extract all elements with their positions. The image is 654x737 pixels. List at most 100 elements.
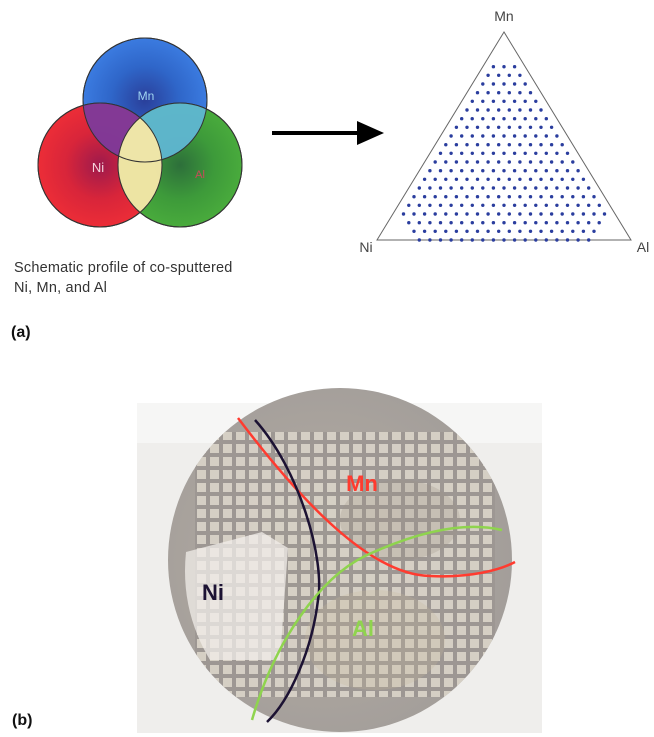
ternary-point bbox=[539, 177, 543, 181]
right-arrow-icon bbox=[272, 121, 384, 145]
ternary-point bbox=[481, 82, 485, 86]
ternary-point bbox=[497, 160, 501, 164]
ternary-point bbox=[433, 177, 437, 181]
ternary-point bbox=[486, 160, 490, 164]
mn-boundary-curve bbox=[237, 417, 516, 578]
ternary-point bbox=[417, 238, 421, 242]
ternary-point bbox=[565, 238, 570, 242]
ternary-point bbox=[581, 229, 586, 233]
ternary-point bbox=[486, 125, 490, 129]
ternary-point bbox=[597, 221, 601, 225]
ternary-point bbox=[470, 99, 474, 104]
ternary-point bbox=[512, 65, 517, 69]
ternary-point bbox=[587, 238, 591, 242]
ternary-point bbox=[544, 169, 548, 173]
ternary-point bbox=[460, 169, 464, 173]
ternary-point bbox=[444, 177, 448, 181]
ternary-point bbox=[565, 221, 570, 225]
ternary-point bbox=[549, 229, 554, 233]
ternary-point bbox=[592, 195, 596, 199]
ternary-point bbox=[449, 203, 453, 207]
ternary-point bbox=[512, 169, 517, 173]
ternary-point bbox=[465, 125, 469, 129]
ternary-point bbox=[523, 151, 527, 155]
ternary-point bbox=[587, 221, 591, 225]
ternary-point bbox=[502, 186, 506, 190]
ternary-point bbox=[475, 143, 480, 147]
ternary-point bbox=[528, 229, 533, 233]
ternary-point bbox=[528, 177, 533, 181]
ternary-point bbox=[576, 169, 580, 173]
ternary-point bbox=[449, 151, 453, 155]
ternary-point bbox=[491, 238, 496, 242]
ternary-point bbox=[460, 151, 464, 155]
ternary-point bbox=[475, 195, 480, 199]
ternary-point bbox=[539, 143, 543, 147]
ternary-point bbox=[454, 212, 459, 216]
ternary-point bbox=[465, 195, 469, 199]
ternary-point bbox=[528, 160, 533, 164]
ternary-point bbox=[497, 143, 501, 147]
ternary-point bbox=[507, 91, 511, 95]
ternary-point bbox=[549, 160, 554, 164]
ternary-point bbox=[433, 229, 437, 233]
ternary-point bbox=[523, 169, 527, 173]
ternary-point bbox=[518, 143, 522, 147]
ni-al-overlap bbox=[118, 103, 162, 227]
ternary-point bbox=[465, 177, 469, 181]
ternary-point bbox=[433, 160, 437, 164]
ternary-point bbox=[438, 169, 443, 173]
ternary-point bbox=[507, 160, 511, 164]
ternary-point bbox=[428, 238, 432, 242]
ternary-point bbox=[571, 160, 575, 164]
ternary-point bbox=[549, 195, 554, 199]
ternary-point bbox=[507, 125, 511, 129]
ternary-point bbox=[465, 160, 469, 164]
ternary-point bbox=[534, 203, 538, 207]
ternary-point bbox=[460, 117, 464, 121]
ternary-point bbox=[454, 143, 459, 147]
venn-diagram: Mn Ni Al bbox=[37, 37, 243, 228]
ternary-point bbox=[518, 177, 522, 181]
ternary-point bbox=[460, 186, 464, 190]
wafer-photo: Mn Ni Al bbox=[137, 388, 542, 733]
ternary-point bbox=[481, 203, 485, 207]
wafer-label-mn: Mn bbox=[346, 471, 378, 496]
ternary-point bbox=[491, 186, 496, 190]
ternary-point bbox=[422, 212, 427, 216]
ternary-point bbox=[491, 65, 496, 69]
ternary-point bbox=[454, 195, 459, 199]
ternary-point bbox=[512, 238, 517, 242]
panel-label-b: (b) bbox=[12, 712, 33, 729]
ternary-point bbox=[491, 169, 496, 173]
ternary-point bbox=[528, 212, 533, 216]
ternary-point bbox=[502, 151, 506, 155]
ternary-point bbox=[438, 203, 443, 207]
ternary-point bbox=[491, 134, 496, 138]
ternary-point bbox=[544, 117, 548, 121]
ternary-diagram: Mn Ni Al bbox=[359, 8, 649, 255]
ternary-point bbox=[528, 125, 533, 129]
ternary-point bbox=[491, 117, 496, 121]
ternary-point bbox=[486, 108, 490, 112]
ternary-point bbox=[475, 177, 480, 181]
ternary-point bbox=[523, 203, 527, 207]
ternary-point bbox=[502, 221, 506, 225]
ternary-point bbox=[581, 195, 586, 199]
ternary-point bbox=[528, 195, 533, 199]
ternary-point bbox=[449, 169, 453, 173]
ternary-point bbox=[428, 186, 432, 190]
ternary-point bbox=[534, 238, 538, 242]
ternary-point bbox=[460, 221, 464, 225]
ternary-point bbox=[576, 238, 580, 242]
ternary-point bbox=[481, 117, 485, 121]
ternary-point bbox=[523, 134, 527, 138]
ternary-point bbox=[512, 99, 517, 104]
ternary-label-al: Al bbox=[637, 239, 649, 255]
ternary-point bbox=[581, 212, 586, 216]
ternary-point bbox=[518, 229, 522, 233]
ternary-point bbox=[528, 108, 533, 112]
ternary-point bbox=[512, 82, 517, 86]
ternary-point bbox=[518, 160, 522, 164]
ternary-point bbox=[502, 134, 506, 138]
